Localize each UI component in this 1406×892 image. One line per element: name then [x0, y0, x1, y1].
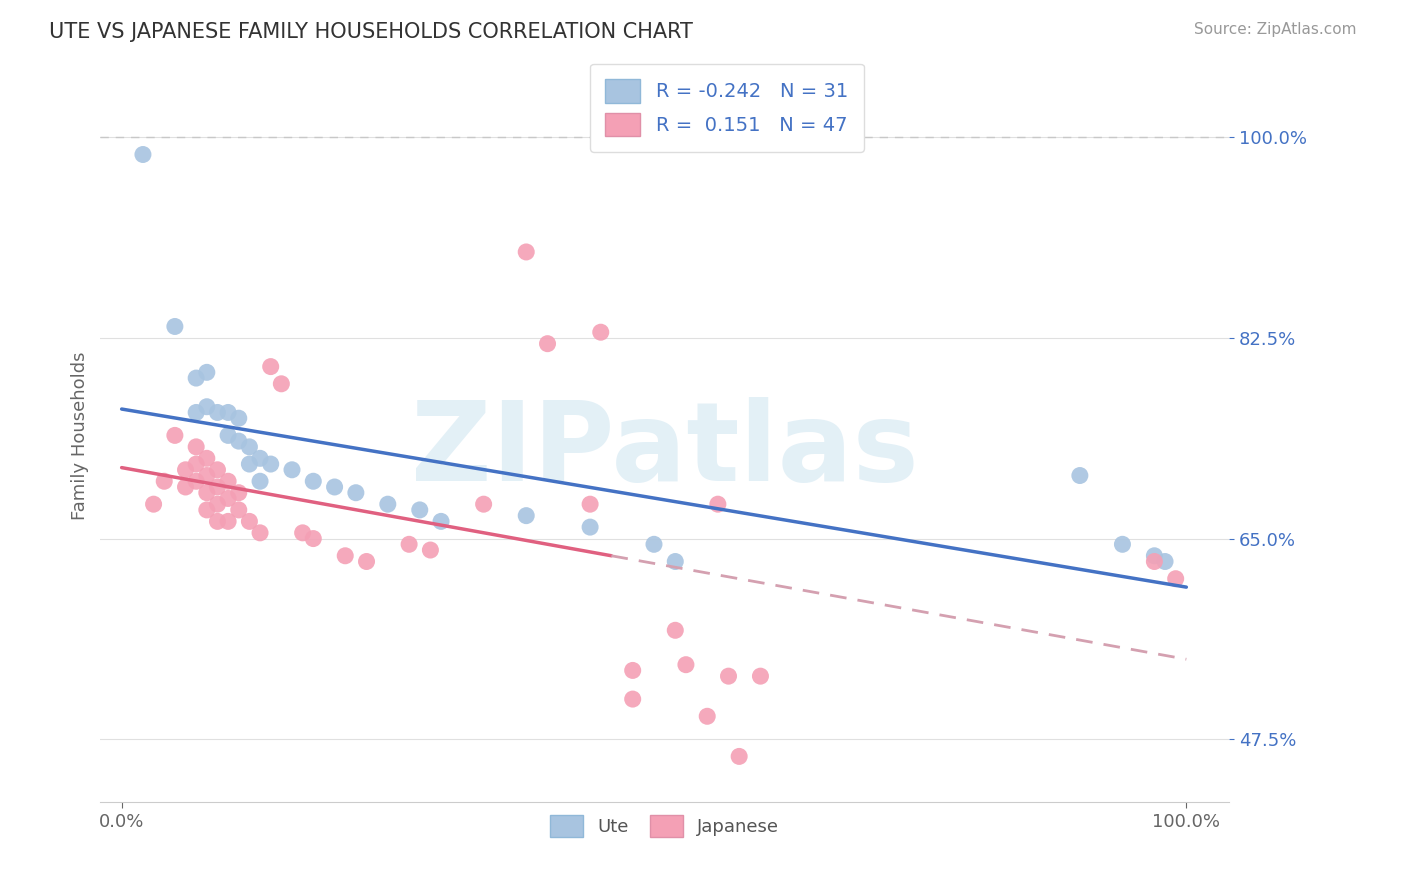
Point: [1111, 537, 1133, 551]
Point: [228, 503, 250, 517]
Point: [589, 325, 612, 339]
Point: [749, 669, 772, 683]
Point: [217, 405, 239, 419]
Point: [174, 463, 197, 477]
Point: [409, 503, 432, 517]
Point: [195, 365, 218, 379]
Point: [515, 244, 537, 259]
Point: [163, 319, 186, 334]
Point: [186, 457, 208, 471]
Point: [217, 475, 239, 489]
Point: [302, 475, 325, 489]
Point: [515, 508, 537, 523]
Point: [207, 480, 229, 494]
Text: Source: ZipAtlas.com: Source: ZipAtlas.com: [1194, 22, 1357, 37]
Point: [186, 371, 208, 385]
Point: [664, 554, 686, 568]
Point: [238, 457, 260, 471]
Point: [195, 400, 218, 414]
Point: [377, 497, 399, 511]
Point: [323, 480, 346, 494]
Point: [344, 485, 367, 500]
Point: [1154, 554, 1177, 568]
Point: [142, 497, 165, 511]
Point: [260, 359, 283, 374]
Point: [217, 491, 239, 506]
Point: [419, 543, 441, 558]
Point: [228, 434, 250, 449]
Point: [291, 525, 314, 540]
Point: [398, 537, 420, 551]
Point: [207, 515, 229, 529]
Point: [430, 515, 453, 529]
Text: UTE VS JAPANESE FAMILY HOUSEHOLDS CORRELATION CHART: UTE VS JAPANESE FAMILY HOUSEHOLDS CORREL…: [49, 22, 693, 42]
Point: [270, 376, 292, 391]
Point: [707, 497, 730, 511]
Point: [1143, 554, 1166, 568]
Point: [260, 457, 283, 471]
Point: [186, 440, 208, 454]
Point: [217, 428, 239, 442]
Point: [1164, 572, 1187, 586]
Point: [664, 624, 686, 638]
Point: [207, 405, 229, 419]
Point: [249, 475, 271, 489]
Point: [696, 709, 718, 723]
Text: ZIPatlas: ZIPatlas: [411, 397, 918, 504]
Point: [195, 485, 218, 500]
Point: [207, 463, 229, 477]
Point: [195, 468, 218, 483]
Legend: Ute, Japanese: Ute, Japanese: [543, 808, 786, 845]
Point: [579, 497, 602, 511]
Point: [643, 537, 665, 551]
Point: [228, 485, 250, 500]
Point: [1069, 468, 1091, 483]
Point: [728, 749, 751, 764]
Point: [132, 147, 155, 161]
Point: [238, 440, 260, 454]
Point: [302, 532, 325, 546]
Point: [153, 475, 176, 489]
Point: [621, 664, 644, 678]
Point: [717, 669, 740, 683]
Point: [238, 515, 260, 529]
Point: [249, 451, 271, 466]
Point: [579, 520, 602, 534]
Point: [675, 657, 697, 672]
Point: [217, 515, 239, 529]
Point: [195, 503, 218, 517]
Point: [195, 451, 218, 466]
Point: [186, 475, 208, 489]
Point: [281, 463, 304, 477]
Point: [472, 497, 495, 511]
Point: [335, 549, 357, 563]
Point: [163, 428, 186, 442]
Point: [249, 525, 271, 540]
Y-axis label: Family Households: Family Households: [72, 351, 89, 520]
Point: [186, 405, 208, 419]
Point: [1143, 549, 1166, 563]
Point: [174, 480, 197, 494]
Point: [228, 411, 250, 425]
Point: [536, 336, 558, 351]
Point: [207, 497, 229, 511]
Point: [621, 692, 644, 706]
Point: [356, 554, 378, 568]
